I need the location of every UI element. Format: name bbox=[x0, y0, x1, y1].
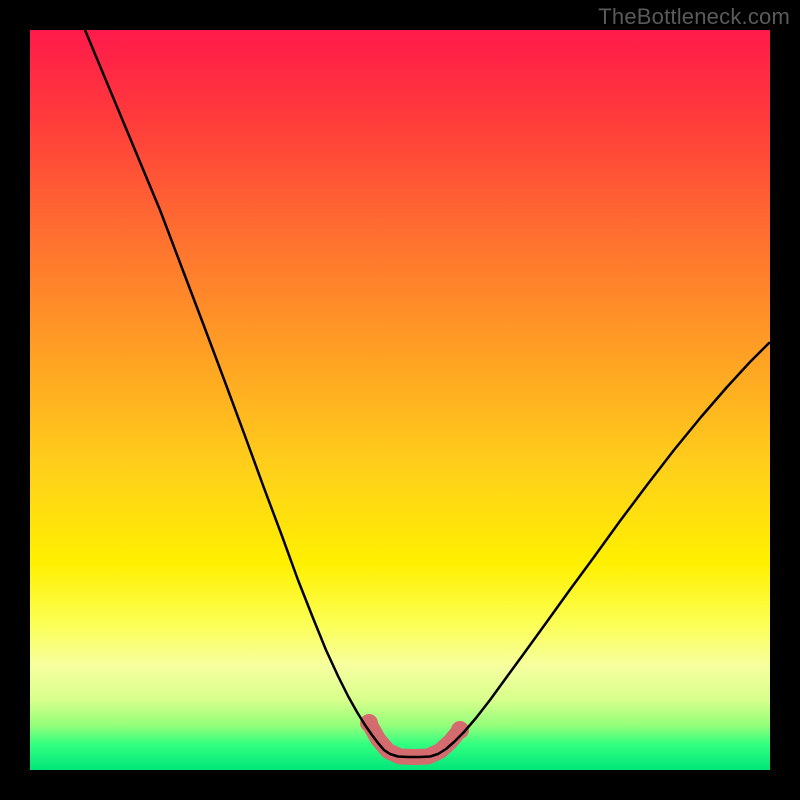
curve-layer bbox=[30, 30, 770, 770]
watermark-text: TheBottleneck.com bbox=[598, 4, 790, 30]
chart-stage: TheBottleneck.com bbox=[0, 0, 800, 800]
bottleneck-curve bbox=[85, 30, 769, 757]
plot-area bbox=[30, 30, 770, 770]
highlight-segment bbox=[369, 723, 460, 757]
